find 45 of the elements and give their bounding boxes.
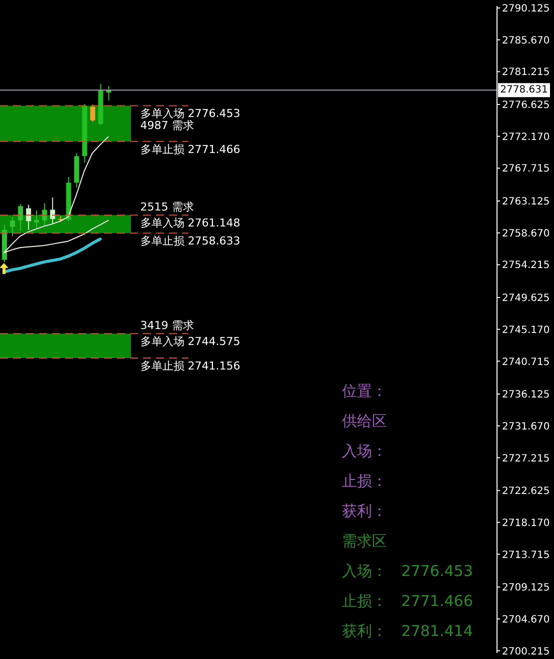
y-tick-label: 2736.125 [502,390,550,401]
y-tick-label: 2727.215 [502,453,550,464]
y-tick-label: 2767.715 [502,164,550,175]
annotation: 获利： [342,501,387,522]
ref-line-label: 多单止损 2758.633 [140,234,240,248]
candlestick [50,197,56,225]
y-tick-label: 2709.125 [502,582,550,594]
y-tick-label: 2718.170 [502,518,550,529]
band-label: 4987 需求 [140,119,194,132]
annotation: 供给区 [342,411,387,432]
y-tick-label: 2704.670 [502,614,550,626]
ref-line-label: 多单止损 2771.466 [140,142,240,156]
y-tick-label: 2700.215 [502,646,550,658]
y-tick-label: 2754.215 [502,260,550,272]
y-tick-label: 2781.215 [502,67,550,78]
candlestick [10,216,16,237]
y-tick-label: 2731.670 [502,421,550,432]
annotation: 位置： [342,381,387,402]
ref-line-label: 多单止损 2741.156 [140,360,240,373]
candlestick [90,104,96,122]
y-tick-label: 2740.715 [502,356,550,368]
annotation: 获利： 2781.414 [342,621,473,642]
annotation: 入场： [342,441,387,462]
y-tick-label: 2722.625 [502,486,550,498]
ref-line-label: 多单入场 2761.148 [140,216,240,230]
ref-line-label: 2778.631 [500,84,548,96]
y-tick-label: 2790.125 [502,4,550,15]
annotation: 止损： [342,471,387,492]
annotation: 止损： 2771.466 [342,591,473,612]
annotation: 入场： 2776.453 [342,561,473,582]
y-tick-label: 2749.625 [502,293,550,304]
y-tick-label: 2772.170 [502,132,550,143]
annotation: 需求区 [342,531,388,552]
y-tick-label: 2785.670 [502,35,550,46]
y-tick-label: 2763.125 [502,196,550,208]
ref-line-label: 多单入场 2744.575 [140,335,240,348]
y-tick-label: 2758.670 [502,228,550,240]
band-label: 2515 需求 [140,200,194,214]
candlestick [106,86,112,101]
ref-line-label: 多单入场 2776.453 [140,107,240,120]
band-label: 3419 需求 [140,319,194,332]
y-tick-label: 2776.625 [502,100,550,112]
y-tick-label: 2713.715 [502,550,550,561]
y-tick-label: 2745.170 [502,324,550,336]
candlestick [18,204,24,231]
